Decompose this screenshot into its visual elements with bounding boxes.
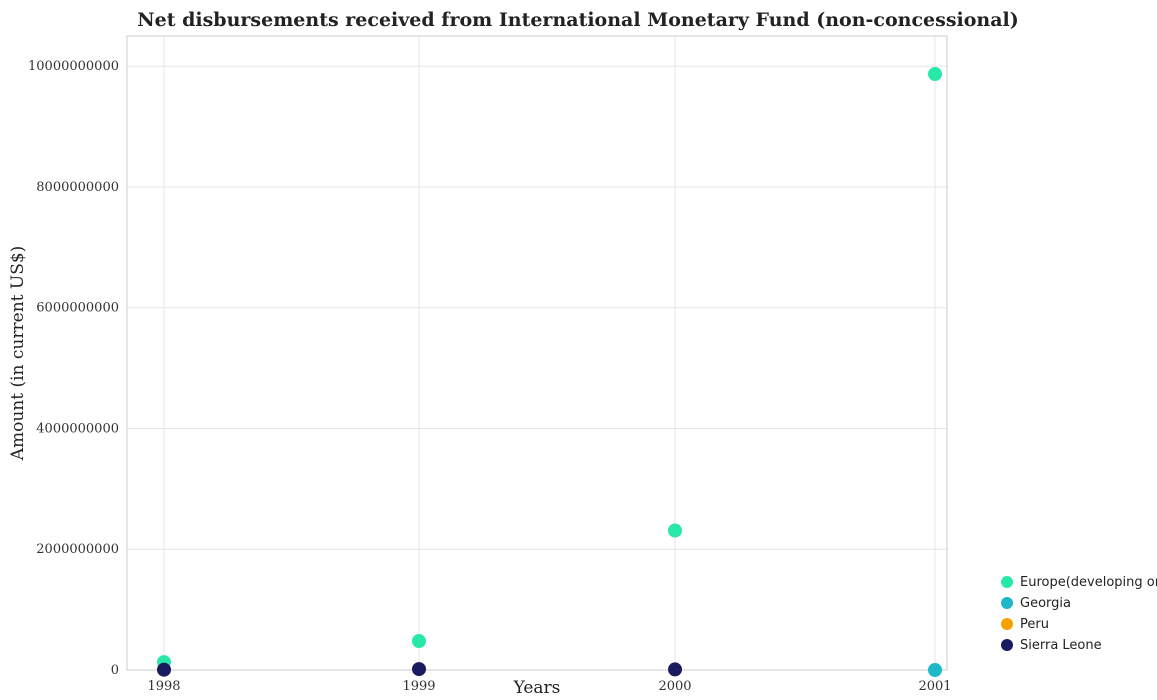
y-tick-label: 2000000000 bbox=[36, 542, 119, 557]
data-point bbox=[928, 67, 942, 82]
y-axis-label: Amount (in current US$) bbox=[8, 246, 28, 462]
y-axis: 0 2000000000 4000000000 6000000000 800000000… bbox=[28, 59, 119, 678]
data-point bbox=[412, 634, 426, 649]
x-tick-label: 1999 bbox=[402, 679, 435, 694]
plot-area-frame bbox=[126, 35, 948, 671]
data-point bbox=[157, 662, 171, 677]
x-tick-label: 2000 bbox=[658, 679, 691, 694]
data-point bbox=[928, 663, 942, 677]
x-tick-label: 1998 bbox=[147, 679, 180, 694]
legend-marker bbox=[1001, 639, 1013, 651]
data-points bbox=[157, 67, 942, 677]
x-axis-label: Years bbox=[513, 678, 561, 698]
y-tick-label: 10000000000 bbox=[28, 59, 119, 74]
x-axis: 1998 1999 2000 2001 bbox=[147, 679, 951, 694]
legend-label: Georgia bbox=[1020, 596, 1071, 611]
data-point bbox=[668, 523, 682, 538]
y-tick-label: 6000000000 bbox=[36, 301, 119, 316]
legend-marker bbox=[1001, 576, 1013, 588]
legend-label: Peru bbox=[1020, 617, 1049, 632]
legend-label: Europe(developing only) bbox=[1020, 575, 1157, 590]
legend-marker bbox=[1001, 618, 1013, 630]
x-tick-label: 2001 bbox=[918, 679, 951, 694]
y-tick-label: 0 bbox=[111, 663, 119, 678]
data-point bbox=[668, 662, 682, 677]
y-tick-label: 8000000000 bbox=[36, 180, 119, 195]
y-tick-label: 4000000000 bbox=[36, 421, 119, 436]
grid-lines bbox=[127, 36, 947, 671]
data-point bbox=[412, 662, 426, 677]
legend: Europe(developing only) Georgia Peru Sierra… bbox=[1001, 575, 1157, 653]
legend-label: Sierra Leone bbox=[1020, 638, 1102, 653]
legend-marker bbox=[1001, 597, 1013, 609]
chart-title: Net disbursements received from Internat… bbox=[137, 9, 1019, 31]
